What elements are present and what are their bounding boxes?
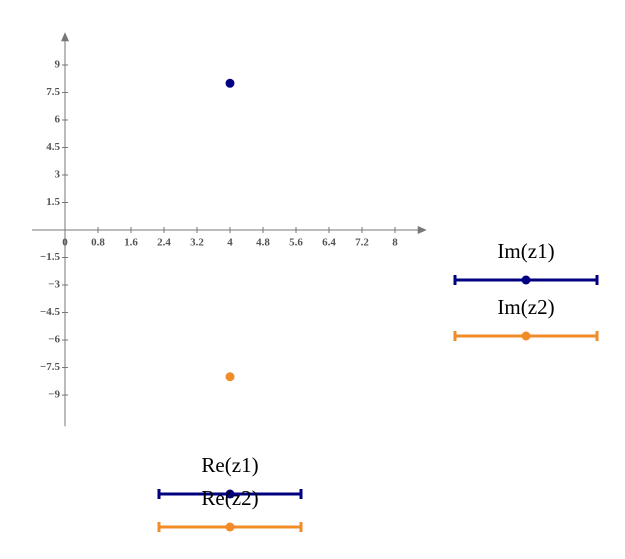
y-tick-label: 1.5 <box>46 196 60 208</box>
x-tick-label: 1.6 <box>124 237 138 249</box>
point <box>225 372 235 382</box>
x-tick-label: 6.4 <box>322 237 336 249</box>
x-axis-expression: Re(z1) <box>201 453 258 477</box>
x-tick-label: 0 <box>62 237 68 249</box>
y-axis-expression-dot <box>521 331 531 341</box>
x-tick-label: 4 <box>227 237 233 249</box>
y-tick-label: 3 <box>55 169 61 181</box>
y-tick-label: −4.5 <box>40 306 61 318</box>
x-axis-expression: Re(z2) <box>201 486 258 510</box>
x-tick-label: 2.4 <box>157 237 171 249</box>
y-axis-expression-dot <box>521 275 531 285</box>
x-tick-label: 3.2 <box>190 237 204 249</box>
point <box>225 78 235 88</box>
y-tick-label: −3 <box>48 279 60 291</box>
y-tick-label: −6 <box>48 334 60 346</box>
y-axis-expression: Im(z2) <box>497 295 554 319</box>
y-tick-label: 6 <box>55 114 61 126</box>
y-tick-label: 4.5 <box>46 141 60 153</box>
y-axis-expression: Im(z1) <box>497 239 554 263</box>
x-axis-arrow <box>417 225 427 234</box>
x-tick-label: 7.2 <box>355 237 369 249</box>
y-tick-label: −1.5 <box>40 251 61 263</box>
x-tick-label: 5.6 <box>289 237 303 249</box>
x-axis-expression-dot <box>225 489 235 499</box>
y-tick-label: −9 <box>48 389 60 401</box>
x-tick-label: 0.8 <box>91 237 105 249</box>
x-axis-expression-dot <box>225 522 235 532</box>
y-tick-label: 9 <box>55 59 61 71</box>
x-tick-label: 8 <box>392 237 398 249</box>
x-tick-label: 4.8 <box>256 237 270 249</box>
y-tick-label: 7.5 <box>46 86 60 98</box>
y-axis-arrow <box>61 32 69 42</box>
y-tick-label: −7.5 <box>40 361 61 373</box>
